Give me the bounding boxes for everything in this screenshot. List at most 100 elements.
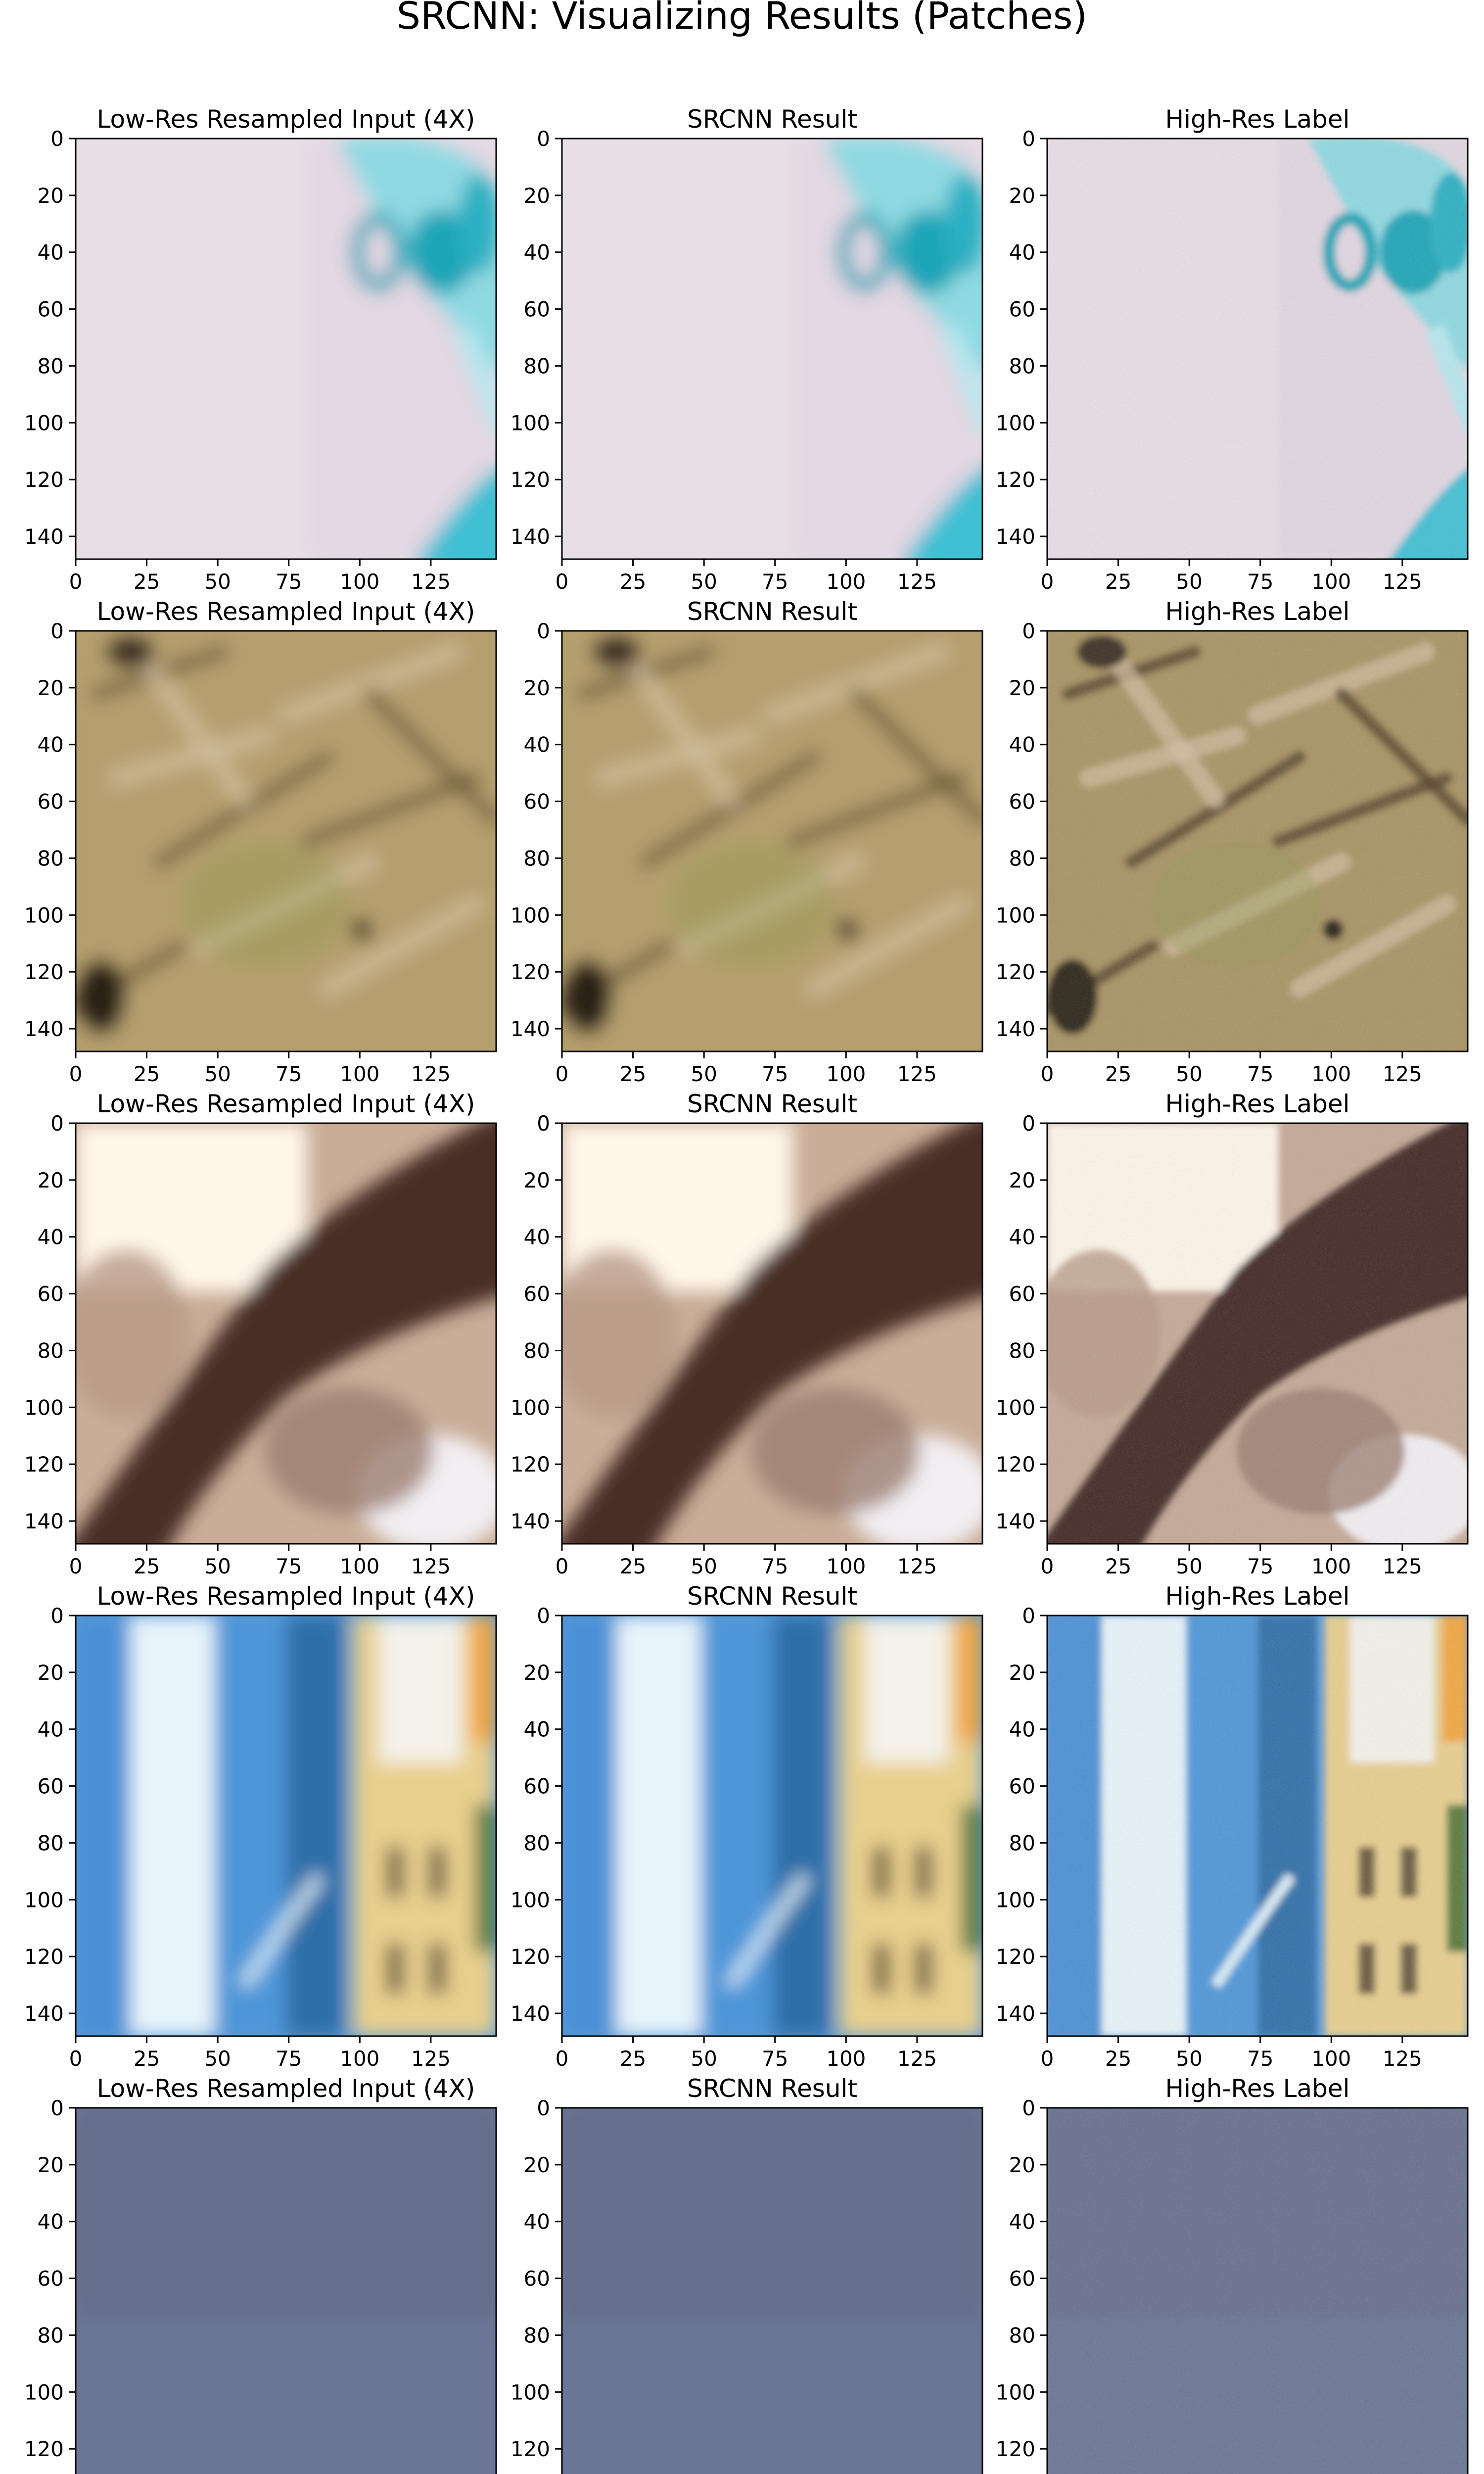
x-tick-label: 50 [1176, 2046, 1202, 2071]
y-tick-label: 120 [996, 1945, 1035, 1969]
x-tick-label: 50 [691, 570, 717, 594]
y-tick-label: 0 [50, 1111, 64, 1136]
x-tick-label: 100 [1311, 1554, 1351, 1578]
y-tick-label: 100 [996, 903, 1035, 927]
x-tick-label: 0 [1041, 2046, 1054, 2071]
x-tick-label: 25 [620, 570, 646, 594]
y-tick-label: 140 [24, 2001, 64, 2026]
x-tick-label: 0 [69, 1062, 83, 1086]
panel-title: High-Res Label [1165, 105, 1349, 134]
y-tick-label: 140 [996, 1509, 1035, 1533]
x-tick-label: 25 [1105, 2046, 1131, 2071]
y-tick-label: 0 [50, 1604, 64, 1628]
y-tick-label: 40 [38, 1225, 64, 1249]
y-tick-label: 140 [996, 2001, 1035, 2026]
x-tick-label: 125 [897, 1554, 937, 1578]
panel-frame [561, 1122, 983, 1545]
y-tick-label: 0 [50, 127, 64, 151]
y-tick-label: 80 [1009, 1338, 1035, 1363]
y-tick-label: 100 [510, 2380, 550, 2404]
y-tick-label: 140 [24, 1509, 64, 1533]
x-tick-label: 125 [411, 1062, 451, 1086]
panel-r2-c3: High-Res Label 0 25 50 75 100 125 0 20 40 60 80 100 1… [996, 597, 1469, 1086]
y-tick-label: 20 [1009, 1168, 1035, 1192]
y-tick-label: 60 [524, 790, 550, 814]
y-tick-label: 100 [510, 411, 550, 435]
y-tick-label: 60 [524, 1774, 550, 1799]
panel-frame [1046, 138, 1469, 560]
x-tick-label: 25 [1105, 1062, 1131, 1086]
y-tick-label: 40 [38, 733, 64, 757]
panel-frame [75, 2107, 497, 2474]
image-patch [76, 1616, 496, 2036]
panel-title: Low-Res Resampled Input (4X) [97, 597, 475, 626]
y-tick-label: 80 [1009, 1831, 1035, 1855]
panel-r1-c3: High-Res Label 0 25 50 75 100 125 0 20 40 60 80 100 1… [996, 105, 1469, 594]
y-tick-label: 40 [524, 1717, 550, 1742]
panel-title: SRCNN Result [687, 597, 857, 626]
x-tick-label: 75 [276, 2046, 302, 2071]
panel-r1-c2: SRCNN Result 0 25 50 75 100 125 0 20 40 60 80 100 120… [510, 105, 983, 594]
y-tick-label: 60 [1009, 1282, 1035, 1306]
y-tick-label: 60 [524, 297, 550, 322]
y-tick-label: 80 [524, 354, 550, 378]
x-tick-label: 100 [826, 1062, 866, 1086]
x-tick-label: 50 [1176, 1062, 1202, 1086]
panel-frame [561, 138, 983, 560]
y-tick-label: 120 [24, 2437, 64, 2461]
x-tick-label: 50 [204, 1554, 231, 1578]
x-tick-label: 50 [204, 2046, 231, 2071]
y-tick-label: 80 [38, 2323, 64, 2347]
x-tick-label: 125 [1383, 1554, 1422, 1578]
y-tick-label: 20 [524, 676, 550, 700]
y-tick-label: 0 [50, 2096, 64, 2120]
x-tick-label: 100 [826, 570, 866, 594]
x-tick-label: 0 [556, 2046, 569, 2071]
x-tick-label: 100 [826, 2046, 866, 2071]
x-tick-label: 25 [620, 1062, 646, 1086]
x-tick-label: 50 [1176, 570, 1202, 594]
x-tick-label: 50 [691, 1062, 717, 1086]
y-tick-label: 100 [24, 1395, 64, 1420]
y-tick-label: 60 [1009, 2267, 1035, 2291]
panel-frame [75, 1122, 497, 1545]
y-tick-label: 120 [24, 1452, 64, 1476]
image-patch [1047, 2108, 1468, 2474]
y-tick-label: 140 [24, 524, 64, 549]
panel-r4-c3: High-Res Label 0 25 50 75 100 125 0 20 40 60 80 100 1… [996, 1582, 1469, 2071]
x-tick-label: 75 [276, 1554, 302, 1578]
y-tick-label: 100 [510, 1888, 550, 1912]
y-tick-label: 20 [1009, 184, 1035, 208]
panel-title: High-Res Label [1165, 1582, 1349, 1611]
panel-title: SRCNN Result [687, 1582, 857, 1611]
y-tick-label: 80 [38, 354, 64, 378]
x-tick-label: 25 [134, 1062, 160, 1086]
y-tick-label: 0 [537, 2096, 550, 2120]
y-tick-label: 0 [537, 1604, 550, 1628]
x-tick-label: 0 [69, 1554, 83, 1578]
y-tick-label: 140 [24, 1017, 64, 1041]
y-tick-label: 60 [1009, 790, 1035, 814]
x-tick-label: 0 [1041, 1062, 1054, 1086]
y-tick-label: 100 [24, 2380, 64, 2404]
x-tick-label: 25 [620, 1554, 646, 1578]
x-tick-label: 25 [1105, 1554, 1131, 1578]
y-tick-label: 0 [1022, 127, 1035, 151]
panel-title: SRCNN Result [687, 2074, 857, 2103]
image-patch [562, 631, 982, 1051]
y-tick-label: 40 [38, 1717, 64, 1742]
x-tick-label: 125 [411, 2046, 451, 2071]
y-tick-label: 100 [510, 903, 550, 927]
y-tick-label: 20 [524, 1168, 550, 1192]
panel-r5-c1: Low-Res Resampled Input (4X)025507510012… [24, 2074, 497, 2474]
figure-title: SRCNN: Visualizing Results (Patches) [397, 0, 1087, 38]
x-tick-label: 75 [762, 2046, 788, 2071]
panel-r5-c3: High-Res Label02550751001250204060801001… [996, 2074, 1469, 2474]
y-tick-label: 100 [996, 411, 1035, 435]
x-tick-label: 125 [1383, 570, 1422, 594]
x-tick-label: 125 [897, 2046, 937, 2071]
y-tick-label: 140 [510, 524, 550, 549]
image-patch [76, 631, 496, 1051]
y-tick-label: 20 [38, 676, 64, 700]
x-tick-label: 125 [897, 1062, 937, 1086]
